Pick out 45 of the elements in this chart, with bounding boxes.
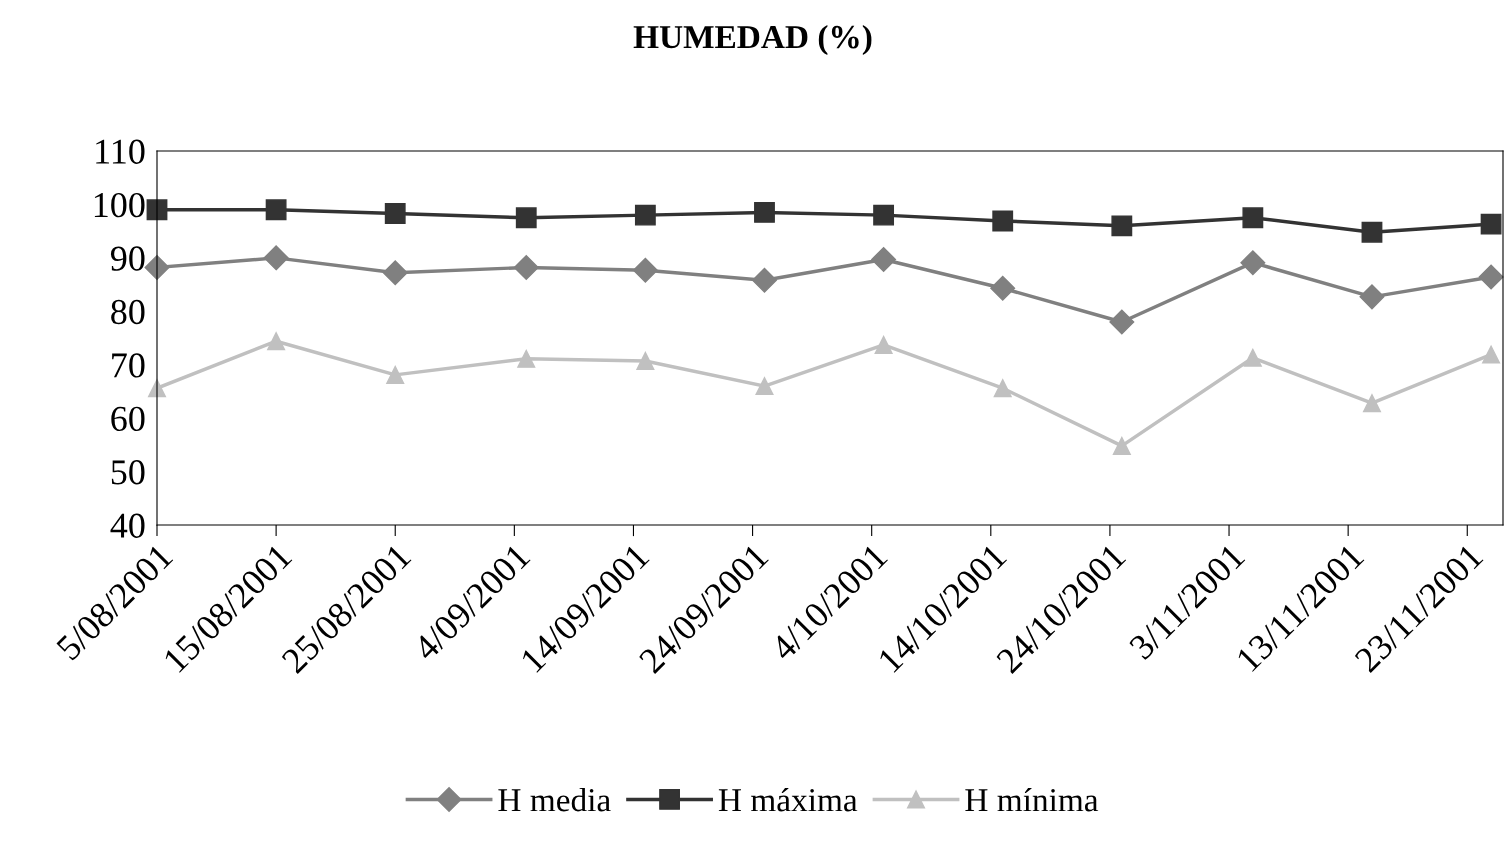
point [517, 349, 536, 368]
point [1109, 309, 1135, 335]
point [1111, 215, 1133, 237]
point [1482, 345, 1501, 364]
y-tick-label: 100 [94, 192, 145, 218]
point [1243, 348, 1262, 367]
point [1359, 284, 1385, 310]
legend-label: H mínima [965, 787, 1099, 812]
y-tick-label: 90 [110, 246, 145, 271]
legend-label: H máxima [718, 787, 858, 812]
point [873, 204, 895, 226]
point [992, 210, 1014, 232]
point [1478, 264, 1504, 290]
point [634, 204, 656, 226]
point [755, 377, 774, 396]
point [1242, 207, 1264, 229]
point [382, 260, 408, 286]
point [993, 379, 1012, 398]
point [265, 199, 287, 221]
point [1240, 250, 1266, 276]
y-tick-label: 80 [111, 299, 145, 325]
point [386, 365, 405, 384]
point [632, 257, 658, 283]
y-tick-label: 110 [96, 139, 145, 164]
point [513, 254, 539, 280]
point [384, 203, 406, 224]
point [871, 246, 897, 272]
point [267, 332, 286, 351]
y-tick-label: 60 [111, 406, 145, 432]
point [636, 351, 655, 371]
y-tick-label: 40 [110, 513, 145, 538]
point [990, 275, 1016, 301]
point [263, 245, 289, 271]
point [1362, 394, 1382, 413]
point [752, 267, 777, 293]
y-tick-label: 50 [111, 460, 145, 485]
chart-title: HUMEDAD (%) [633, 24, 872, 56]
point [1112, 436, 1131, 455]
point [1361, 221, 1383, 243]
legend-label: H media [498, 787, 611, 812]
point [874, 335, 893, 354]
point [1480, 213, 1502, 235]
y-tick-label: 70 [112, 353, 145, 378]
point [754, 202, 775, 223]
point [515, 207, 537, 229]
